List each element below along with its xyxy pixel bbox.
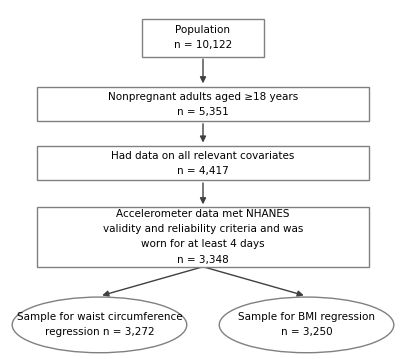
Text: Nonpregnant adults aged ≥18 years: Nonpregnant adults aged ≥18 years <box>108 92 297 102</box>
Bar <box>36 146 369 180</box>
Text: Sample for BMI regression: Sample for BMI regression <box>237 312 374 322</box>
Text: n = 3,348: n = 3,348 <box>177 255 228 265</box>
Ellipse shape <box>219 297 393 353</box>
Ellipse shape <box>12 297 186 353</box>
Text: Population: Population <box>175 25 230 35</box>
Bar <box>36 208 369 266</box>
Bar <box>142 19 263 57</box>
Text: regression n = 3,272: regression n = 3,272 <box>45 327 154 337</box>
Text: Sample for waist circumference: Sample for waist circumference <box>17 312 182 322</box>
Text: n = 4,417: n = 4,417 <box>177 166 228 176</box>
Bar <box>36 87 369 121</box>
Text: Had data on all relevant covariates: Had data on all relevant covariates <box>111 151 294 161</box>
Text: n = 10,122: n = 10,122 <box>173 40 232 50</box>
Text: n = 3,250: n = 3,250 <box>280 327 332 337</box>
Text: validity and reliability criteria and was: validity and reliability criteria and wa… <box>102 224 303 234</box>
Text: worn for at least 4 days: worn for at least 4 days <box>141 239 264 250</box>
Text: Accelerometer data met NHANES: Accelerometer data met NHANES <box>116 209 289 219</box>
Text: n = 5,351: n = 5,351 <box>177 107 228 117</box>
